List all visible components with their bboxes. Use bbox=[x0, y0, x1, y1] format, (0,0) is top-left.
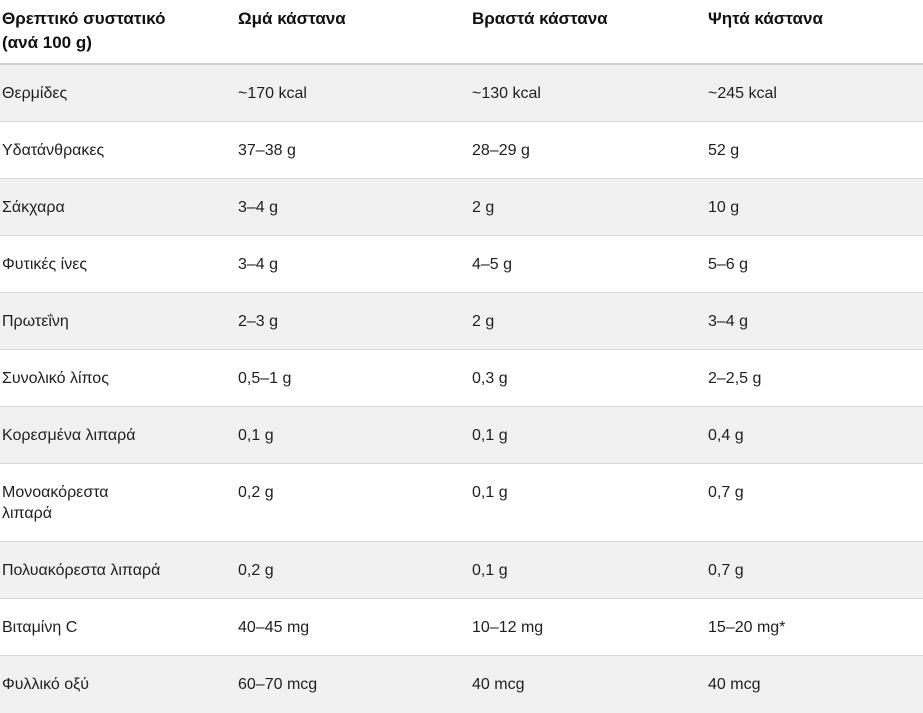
raw-value-cell: 0,5–1 g bbox=[236, 349, 470, 407]
raw-value-cell: 37–38 g bbox=[236, 121, 470, 179]
nutrient-cell: Φυλλικό οξύ bbox=[0, 655, 236, 713]
roasted-value-cell: 0,4 g bbox=[706, 406, 923, 464]
boiled-value-cell: 2 g bbox=[470, 292, 706, 350]
roasted-value-cell: 0,7 g bbox=[706, 463, 923, 542]
nutrient-cell: Φυτικές ίνες bbox=[0, 235, 236, 293]
table-row: Μονοακόρεστα λιπαρά 0,2 g 0,1 g 0,7 g bbox=[0, 463, 923, 542]
nutrient-cell: Βιταμίνη C bbox=[0, 598, 236, 656]
table-row: Φυτικές ίνες 3–4 g 4–5 g 5–6 g bbox=[0, 235, 923, 293]
header-row: Θρεπτικό συστατικό (ανά 100 g) Ωμά κάστα… bbox=[0, 0, 923, 65]
column-header-raw: Ωμά κάστανα bbox=[236, 0, 470, 65]
boiled-value-cell: 40 mcg bbox=[470, 655, 706, 713]
column-header-nutrient: Θρεπτικό συστατικό (ανά 100 g) bbox=[0, 0, 236, 65]
table-row: Φυλλικό οξύ 60–70 mcg 40 mcg 40 mcg bbox=[0, 655, 923, 713]
raw-value-cell: 3–4 g bbox=[236, 235, 470, 293]
table-header: Θρεπτικό συστατικό (ανά 100 g) Ωμά κάστα… bbox=[0, 0, 923, 65]
roasted-value-cell: 5–6 g bbox=[706, 235, 923, 293]
nutrient-cell: Πολυακόρεστα λιπαρά bbox=[0, 541, 236, 599]
table-row: Υδατάνθρακες 37–38 g 28–29 g 52 g bbox=[0, 121, 923, 179]
boiled-value-cell: 0,1 g bbox=[470, 463, 706, 542]
raw-value-cell: 3–4 g bbox=[236, 178, 470, 236]
roasted-value-cell: 10 g bbox=[706, 178, 923, 236]
nutrient-cell: Θερμίδες bbox=[0, 64, 236, 122]
raw-value-cell: 60–70 mcg bbox=[236, 655, 470, 713]
boiled-value-cell: 0,1 g bbox=[470, 541, 706, 599]
roasted-value-cell: 15–20 mg* bbox=[706, 598, 923, 656]
raw-value-cell: ~170 kcal bbox=[236, 64, 470, 122]
raw-value-cell: 2–3 g bbox=[236, 292, 470, 350]
boiled-value-cell: 2 g bbox=[470, 178, 706, 236]
boiled-value-cell: 4–5 g bbox=[470, 235, 706, 293]
nutrient-cell: Σάκχαρα bbox=[0, 178, 236, 236]
roasted-value-cell: 0,7 g bbox=[706, 541, 923, 599]
column-header-boiled: Βραστά κάστανα bbox=[470, 0, 706, 65]
table-row: Κορεσμένα λιπαρά 0,1 g 0,1 g 0,4 g bbox=[0, 406, 923, 464]
roasted-value-cell: 2–2,5 g bbox=[706, 349, 923, 407]
boiled-value-cell: 28–29 g bbox=[470, 121, 706, 179]
table-row: Θερμίδες ~170 kcal ~130 kcal ~245 kcal bbox=[0, 64, 923, 122]
nutrient-cell: Μονοακόρεστα λιπαρά bbox=[0, 463, 236, 542]
nutrient-cell: Συνολικό λίπος bbox=[0, 349, 236, 407]
boiled-value-cell: 0,1 g bbox=[470, 406, 706, 464]
boiled-value-cell: 0,3 g bbox=[470, 349, 706, 407]
nutrient-cell: Κορεσμένα λιπαρά bbox=[0, 406, 236, 464]
roasted-value-cell: 3–4 g bbox=[706, 292, 923, 350]
raw-value-cell: 0,2 g bbox=[236, 463, 470, 542]
table-row: Πρωτεΐνη 2–3 g 2 g 3–4 g bbox=[0, 292, 923, 350]
raw-value-cell: 0,2 g bbox=[236, 541, 470, 599]
nutrient-cell: Πρωτεΐνη bbox=[0, 292, 236, 350]
table-row: Πολυακόρεστα λιπαρά 0,2 g 0,1 g 0,7 g bbox=[0, 541, 923, 599]
column-header-nutrient-label: Θρεπτικό συστατικό (ανά 100 g) bbox=[2, 9, 166, 52]
boiled-value-cell: ~130 kcal bbox=[470, 64, 706, 122]
roasted-value-cell: ~245 kcal bbox=[706, 64, 923, 122]
raw-value-cell: 40–45 mg bbox=[236, 598, 470, 656]
roasted-value-cell: 52 g bbox=[706, 121, 923, 179]
roasted-value-cell: 40 mcg bbox=[706, 655, 923, 713]
table-row: Βιταμίνη C 40–45 mg 10–12 mg 15–20 mg* bbox=[0, 598, 923, 656]
boiled-value-cell: 10–12 mg bbox=[470, 598, 706, 656]
column-header-roasted: Ψητά κάστανα bbox=[706, 0, 923, 65]
nutrient-cell: Υδατάνθρακες bbox=[0, 121, 236, 179]
raw-value-cell: 0,1 g bbox=[236, 406, 470, 464]
table-body: Θερμίδες ~170 kcal ~130 kcal ~245 kcal Υ… bbox=[0, 64, 923, 713]
table-row: Σάκχαρα 3–4 g 2 g 10 g bbox=[0, 178, 923, 236]
table-row: Συνολικό λίπος 0,5–1 g 0,3 g 2–2,5 g bbox=[0, 349, 923, 407]
